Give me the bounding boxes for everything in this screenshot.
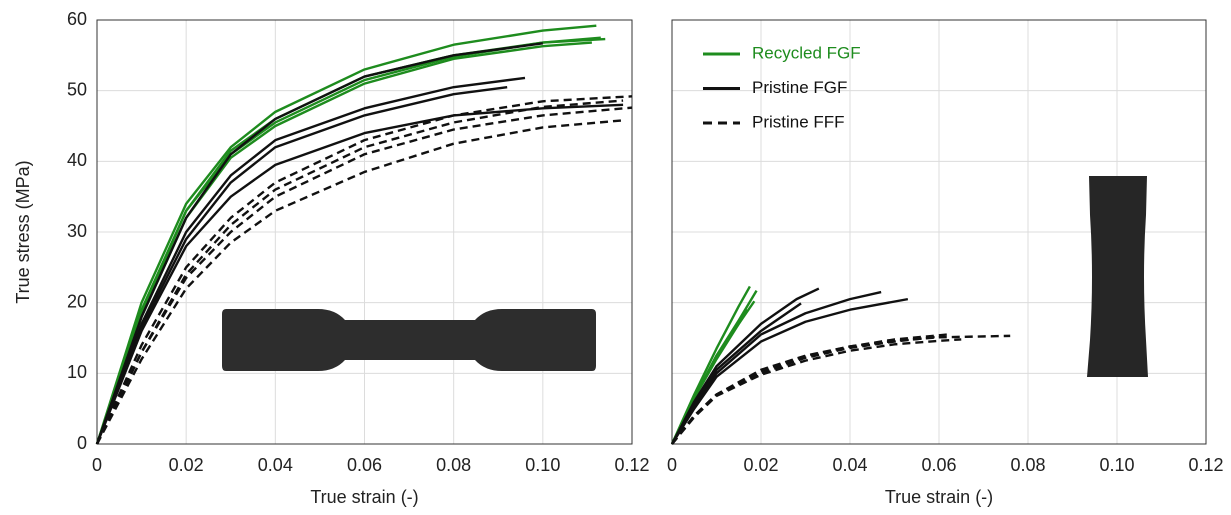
stress-strain-curve xyxy=(95,24,597,445)
y-axis-label: True stress (MPa) xyxy=(13,160,33,303)
stress-strain-curve xyxy=(95,95,633,445)
plot-frame xyxy=(671,19,1207,445)
x-tick-label: 0.10 xyxy=(525,455,560,475)
x-tick-label: 0.06 xyxy=(921,455,956,475)
y-tick-label: 30 xyxy=(67,221,87,241)
x-tick-label: 0.12 xyxy=(614,455,649,475)
specimen-images xyxy=(222,176,1148,377)
y-tick-label: 0 xyxy=(77,433,87,453)
x-tick-label: 0.04 xyxy=(832,455,867,475)
x-tick-label: 0.02 xyxy=(169,455,204,475)
stress-strain-curve xyxy=(95,37,606,445)
x-tick-label: 0 xyxy=(92,455,102,475)
x-tick-label: 0.08 xyxy=(1010,455,1045,475)
legend-label: Pristine FFF xyxy=(752,112,845,131)
stress-strain-curve xyxy=(95,42,543,445)
x-tick-label: 0.04 xyxy=(258,455,293,475)
plot-frame xyxy=(96,19,633,445)
stress-strain-curve xyxy=(670,302,802,445)
y-tick-label: 40 xyxy=(67,150,87,170)
stress-strain-curve xyxy=(95,119,624,445)
stress-strain-curve xyxy=(671,335,940,445)
stress-strain-curve xyxy=(95,85,508,445)
stress-strain-curve xyxy=(671,338,962,445)
y-tick-label: 10 xyxy=(67,362,87,382)
stress-strain-curve xyxy=(95,99,624,445)
cylinder-specimen xyxy=(1087,176,1148,377)
stress-strain-curve xyxy=(95,103,624,445)
x-tick-label: 0 xyxy=(667,455,677,475)
y-tick-label: 20 xyxy=(67,291,87,311)
y-tick-label: 60 xyxy=(67,9,87,29)
x-axis-label: True strain (-) xyxy=(310,487,418,507)
x-tick-label: 0.08 xyxy=(436,455,471,475)
x-tick-label: 0.02 xyxy=(743,455,778,475)
y-tick-label: 50 xyxy=(67,79,87,99)
stress-strain-curve xyxy=(670,287,820,445)
x-tick-label: 0.06 xyxy=(347,455,382,475)
legend-label: Recycled FGF xyxy=(752,43,861,62)
stress-strain-curve xyxy=(670,297,909,445)
panel: 0 0.02 0.04 0.06 0.08 0.10 0.12 0 10 20 30 40 50 60 Tr… xyxy=(13,9,650,507)
stress-strain-curve xyxy=(671,333,949,445)
x-axis-label: True strain (-) xyxy=(885,487,993,507)
x-tick-label: 0.12 xyxy=(1188,455,1223,475)
dogbone-specimen xyxy=(222,309,596,371)
legend-label: Pristine FGF xyxy=(752,78,847,97)
x-tick-label: 0.10 xyxy=(1099,455,1134,475)
panel: 0 0.02 0.04 0.06 0.08 0.10 0.12 True strain (-)… xyxy=(667,19,1224,507)
